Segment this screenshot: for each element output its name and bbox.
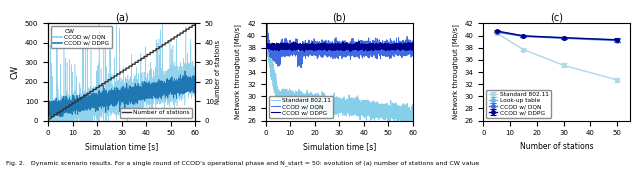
CCOD w/ DQN xyxy=(317,49,325,51)
Title: (c): (c) xyxy=(550,13,563,23)
Y-axis label: Network throughput [Mb/s]: Network throughput [Mb/s] xyxy=(235,24,241,120)
CCOD w/ DDPG xyxy=(317,44,325,46)
CCOD w/ DQN xyxy=(328,49,335,51)
CCOD w/ DDPG xyxy=(298,48,305,50)
CCOD w/ DQN xyxy=(296,56,303,58)
Line: CCOD w/ DDPG: CCOD w/ DDPG xyxy=(266,41,413,51)
Standard 802.11 xyxy=(262,46,269,48)
CCOD w/ DDPG xyxy=(262,47,269,49)
Standard 802.11 xyxy=(296,94,303,96)
CCOD w/ DDPG xyxy=(328,45,335,47)
Title: (a): (a) xyxy=(115,13,129,23)
Y-axis label: CW: CW xyxy=(10,65,19,79)
Standard 802.11 xyxy=(328,104,335,106)
CCOD w/ DDPG xyxy=(296,45,303,47)
Standard 802.11 xyxy=(371,120,378,122)
CCOD w/ DDPG xyxy=(297,47,305,49)
Standard 802.11 xyxy=(408,119,415,121)
CCOD w/ DDPG xyxy=(408,45,415,47)
Legend: Standard 802.11, CCOD w/ DQN, CCOD w/ DDPG: Standard 802.11, CCOD w/ DQN, CCOD w/ DD… xyxy=(269,96,333,118)
CCOD w/ DQN xyxy=(262,50,269,52)
Title: (b): (b) xyxy=(332,13,346,23)
Standard 802.11 xyxy=(297,101,305,103)
X-axis label: Simulation time [s]: Simulation time [s] xyxy=(85,142,158,151)
CCOD w/ DQN xyxy=(408,54,415,56)
X-axis label: Number of stations: Number of stations xyxy=(520,142,594,151)
Y-axis label: Network throughput [Mb/s]: Network throughput [Mb/s] xyxy=(452,24,459,120)
Legend: Number of stations: Number of stations xyxy=(120,108,192,118)
CCOD w/ DQN xyxy=(298,64,305,66)
Line: Standard 802.11: Standard 802.11 xyxy=(266,37,413,121)
CCOD w/ DDPG xyxy=(409,48,417,51)
CCOD w/ DDPG xyxy=(355,40,363,42)
CCOD w/ DQN xyxy=(262,22,270,24)
CCOD w/ DQN xyxy=(297,62,305,64)
Standard 802.11 xyxy=(317,102,325,104)
CCOD w/ DQN xyxy=(409,43,417,45)
Standard 802.11 xyxy=(409,115,417,117)
CCOD w/ DQN xyxy=(297,67,305,69)
Standard 802.11 xyxy=(264,36,272,39)
Y-axis label: Number of stations: Number of stations xyxy=(215,40,221,104)
Legend: CW, CCOD w/ DQN, CCOD w/ DDPG: CW, CCOD w/ DQN, CCOD w/ DDPG xyxy=(51,26,112,48)
X-axis label: Simulation time [s]: Simulation time [s] xyxy=(303,142,376,151)
Legend: Standard 802.11, Look-up table, CCOD w/ DQN, CCOD w/ DDPG: Standard 802.11, Look-up table, CCOD w/ … xyxy=(486,90,551,118)
Line: CCOD w/ DQN: CCOD w/ DQN xyxy=(266,23,413,68)
Standard 802.11 xyxy=(298,107,305,109)
Text: Fig. 2.   Dynamic scenario results. For a single round of CCOD’s operational pha: Fig. 2. Dynamic scenario results. For a … xyxy=(6,160,479,166)
CCOD w/ DDPG xyxy=(300,50,308,52)
